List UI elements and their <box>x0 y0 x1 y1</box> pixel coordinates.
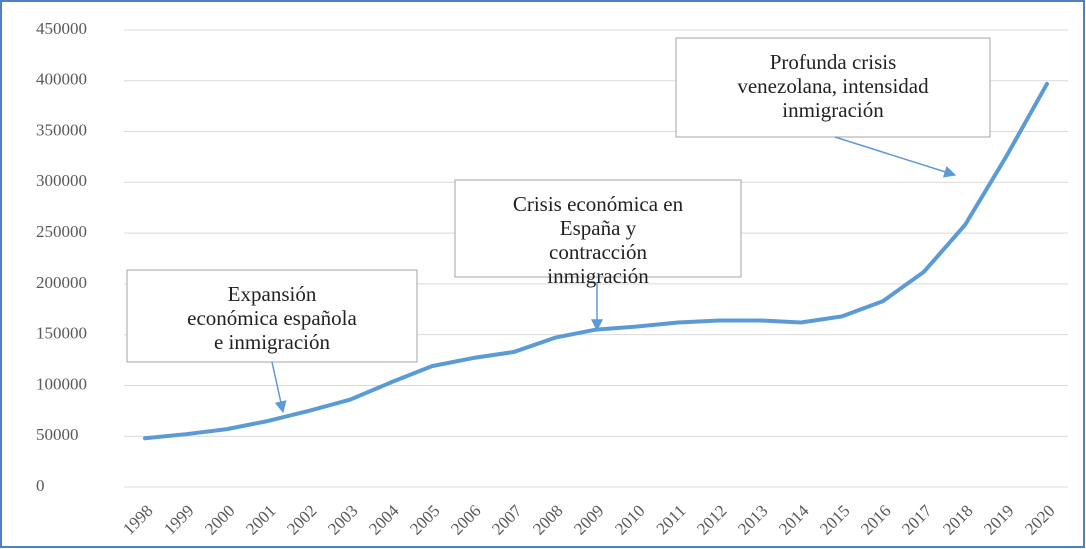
annotation-text: contracción <box>549 240 647 264</box>
annotation-text: económica española <box>187 306 357 330</box>
annotation-text: venezolana, intensidad <box>737 74 929 98</box>
annotation-box <box>454 179 742 278</box>
annotation-text: Crisis económica en <box>513 192 684 216</box>
y-tick-label: 50000 <box>36 425 79 444</box>
y-tick-label: 0 <box>36 476 45 495</box>
annotation-box <box>675 37 991 138</box>
y-tick-label: 250000 <box>36 222 87 241</box>
y-tick-label: 400000 <box>36 70 87 89</box>
y-tick-label: 100000 <box>36 374 87 393</box>
annotation-text: Profunda crisis <box>770 50 897 74</box>
annotation-text: Expansión <box>228 282 317 306</box>
annotation-text: España y <box>560 216 637 240</box>
y-tick-label: 150000 <box>36 324 87 343</box>
annotation-arrow <box>271 361 287 414</box>
y-tick-label: 350000 <box>36 120 87 139</box>
y-tick-label: 200000 <box>36 273 87 292</box>
annotation-text: inmigración <box>547 264 649 288</box>
y-tick-label: 450000 <box>36 19 87 38</box>
annotation-text: e inmigración <box>214 330 331 354</box>
annotation-box <box>126 269 418 363</box>
annotation-arrow <box>834 136 957 178</box>
y-tick-label: 300000 <box>36 171 87 190</box>
annotation-text: inmigración <box>782 98 884 122</box>
